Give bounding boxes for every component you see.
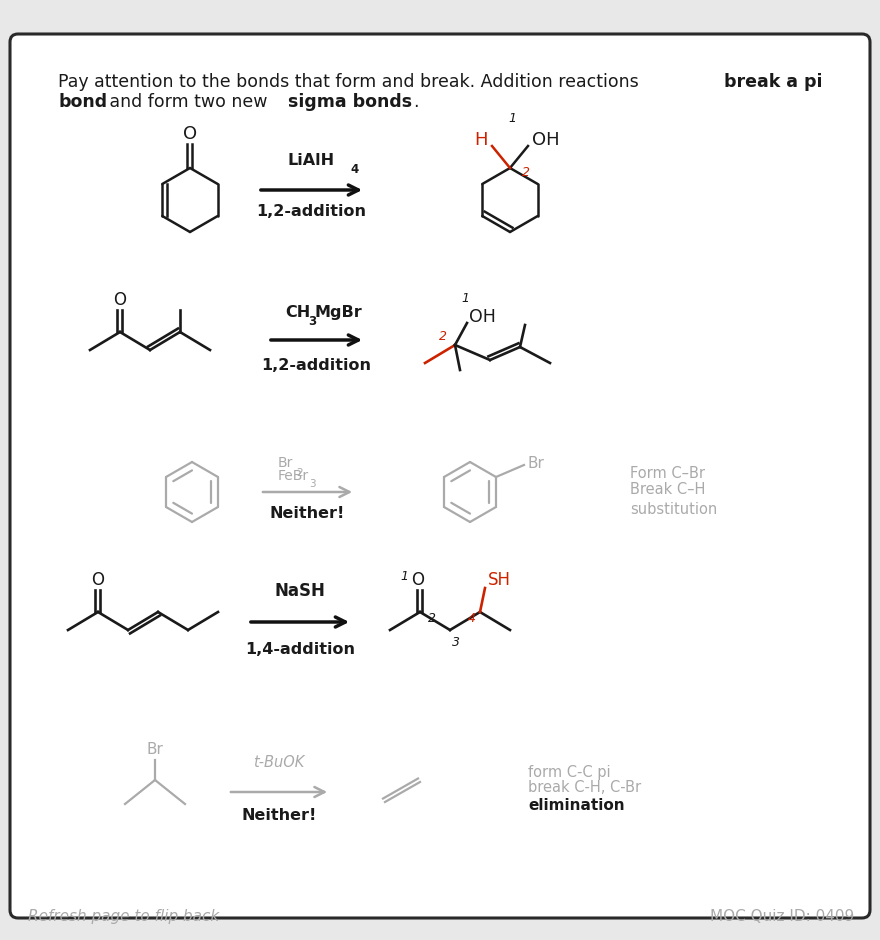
Text: 2: 2 (522, 165, 530, 179)
Text: elimination: elimination (528, 798, 625, 813)
Text: 4: 4 (468, 612, 476, 624)
Text: 3: 3 (308, 315, 316, 328)
Text: 1: 1 (508, 112, 516, 124)
Text: break C-H, C-Br: break C-H, C-Br (528, 780, 642, 795)
Text: 1: 1 (461, 292, 469, 306)
Text: bond: bond (58, 93, 107, 111)
Text: Pay attention to the bonds that form and break. Addition reactions: Pay attention to the bonds that form and… (58, 73, 644, 91)
Text: O: O (114, 291, 127, 309)
Text: .: . (413, 93, 419, 111)
Text: MgBr: MgBr (315, 305, 363, 320)
Text: 3: 3 (309, 479, 316, 489)
Text: FeBr: FeBr (278, 469, 309, 483)
Text: Break C–H: Break C–H (630, 482, 706, 497)
Text: Refresh page to flip back: Refresh page to flip back (28, 909, 219, 924)
Text: SH: SH (488, 571, 511, 589)
Text: OH: OH (469, 308, 495, 326)
Text: Neither!: Neither! (241, 808, 317, 823)
Text: O: O (183, 125, 197, 143)
Text: H: H (474, 131, 488, 149)
Text: Br: Br (278, 456, 293, 470)
Text: NaSH: NaSH (275, 582, 326, 600)
Text: t-BuOK: t-BuOK (253, 755, 304, 770)
Text: 2: 2 (428, 612, 436, 624)
Text: LiAlH: LiAlH (288, 153, 334, 168)
Text: MOC Quiz ID: 0409: MOC Quiz ID: 0409 (710, 909, 854, 924)
Text: Neither!: Neither! (269, 506, 345, 521)
Text: and form two new: and form two new (104, 93, 273, 111)
Text: Form C–Br: Form C–Br (630, 466, 705, 481)
FancyBboxPatch shape (10, 34, 870, 918)
Text: 2: 2 (439, 331, 447, 343)
Text: CH: CH (285, 305, 311, 320)
Text: 1: 1 (400, 570, 408, 583)
Text: substitution: substitution (630, 503, 717, 518)
Text: Br: Br (147, 743, 164, 758)
Text: 1,2-addition: 1,2-addition (256, 204, 366, 219)
Text: 3: 3 (452, 635, 460, 649)
Text: 1,4-addition: 1,4-addition (245, 642, 355, 657)
Text: break a pi: break a pi (724, 73, 823, 91)
Text: O: O (92, 571, 105, 589)
Text: sigma bonds: sigma bonds (288, 93, 412, 111)
Text: O: O (412, 571, 424, 589)
Text: 2: 2 (296, 468, 303, 478)
Text: Br: Br (528, 456, 545, 471)
Text: 4: 4 (350, 163, 358, 176)
Text: OH: OH (532, 131, 560, 149)
Text: 1,2-addition: 1,2-addition (261, 358, 371, 373)
Text: form C-C pi: form C-C pi (528, 764, 611, 779)
